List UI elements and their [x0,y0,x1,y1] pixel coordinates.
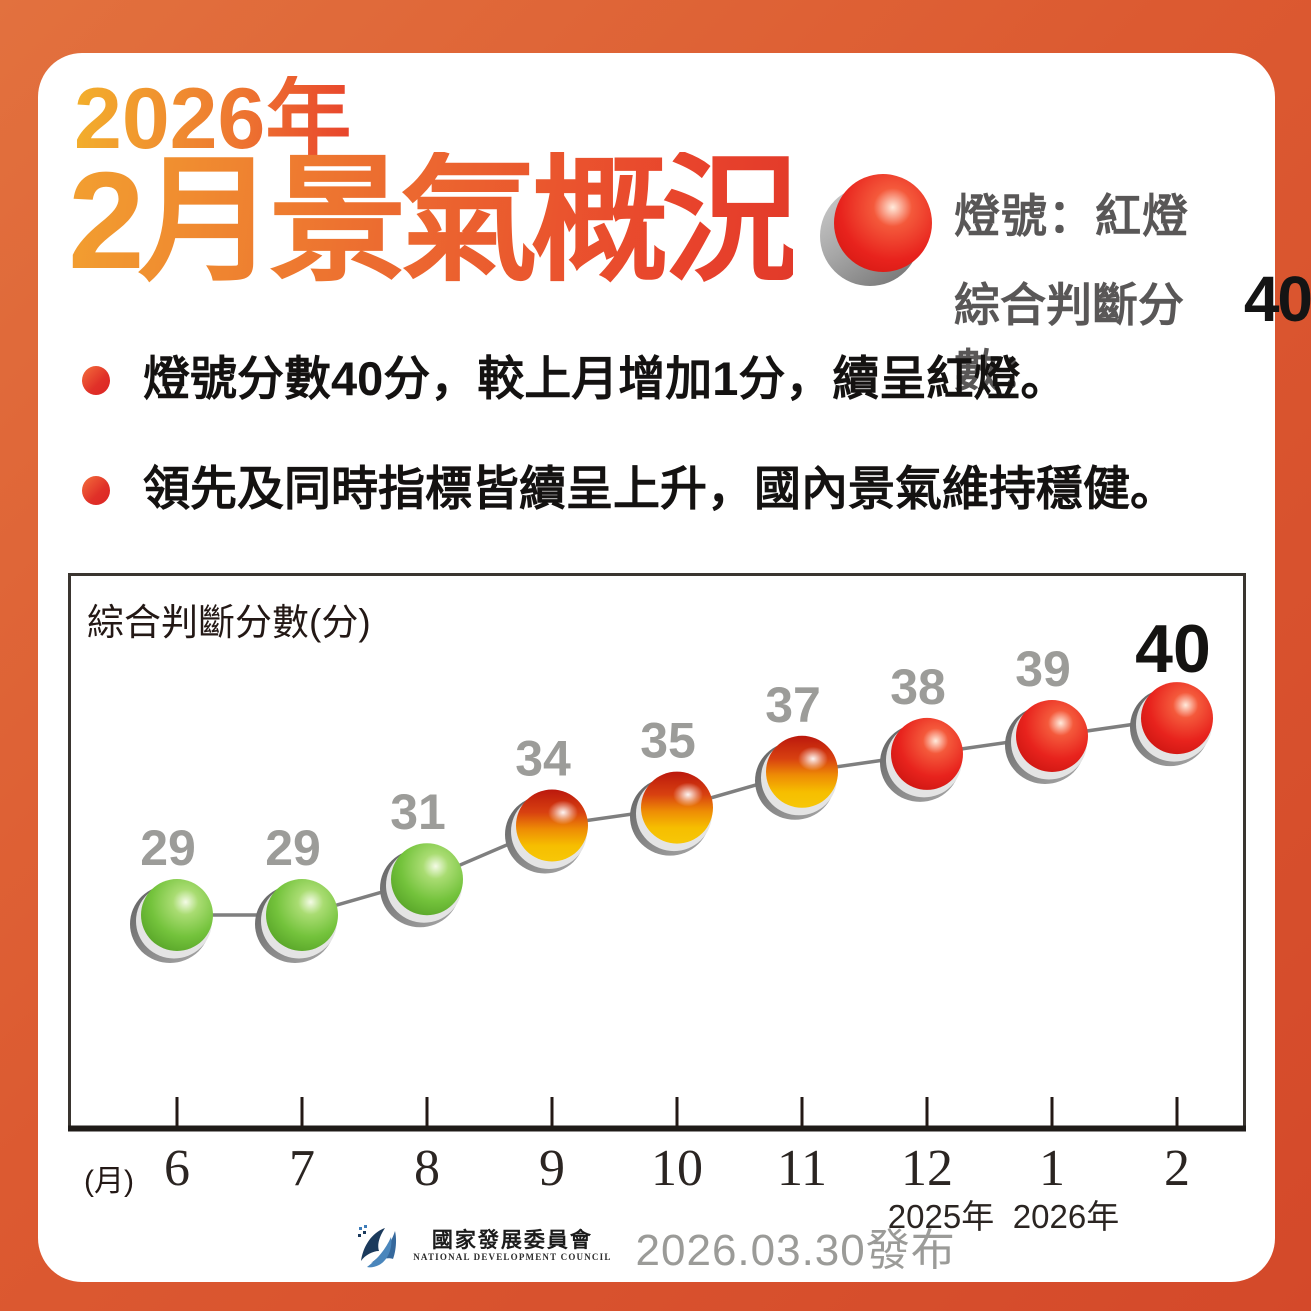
bullet-text: 領先及同時指標皆續呈上升，國內景氣維持穩健。 [143,462,1177,515]
ndc-logo-icon [358,1225,397,1268]
status-light [820,172,938,290]
page-title: 2月景氣概況 [68,144,800,298]
org-name-block: 國家發展委員會 NATIONAL DEVELOPMENT COUNCIL [413,1229,611,1262]
red-light-icon [834,174,932,272]
chart-title: 綜合判斷分數(分) [87,602,371,643]
publish-date: 2026.03.30發布 [635,1226,956,1275]
org-name-en: NATIONAL DEVELOPMENT COUNCIL [413,1252,612,1263]
score-value: 40 [1243,263,1311,335]
score-label: 綜合判斷分數： [954,279,1184,397]
bullet-dot-icon [82,366,110,395]
footer: 國家發展委員會 NATIONAL DEVELOPMENT COUNCIL 202… [0,1216,1311,1276]
status-text-group: 燈號：紅燈 綜合判斷分數： 40 [954,180,1311,401]
bullet-item: 燈號分數40分，較上月增加1分，續呈紅燈。 [82,352,1067,406]
light-status-label: 燈號：紅燈 [954,190,1189,242]
bullet-text: 燈號分數40分，較上月增加1分，續呈紅燈。 [143,352,1068,405]
bullet-item: 領先及同時指標皆續呈上升，國內景氣維持穩健。 [82,462,1177,516]
score-line: 綜合判斷分數： 40 [954,262,1311,401]
org-name-zh: 國家發展委員會 [431,1228,593,1253]
bullet-dot-icon [82,476,110,505]
title-year: 2026年 [74,71,352,167]
